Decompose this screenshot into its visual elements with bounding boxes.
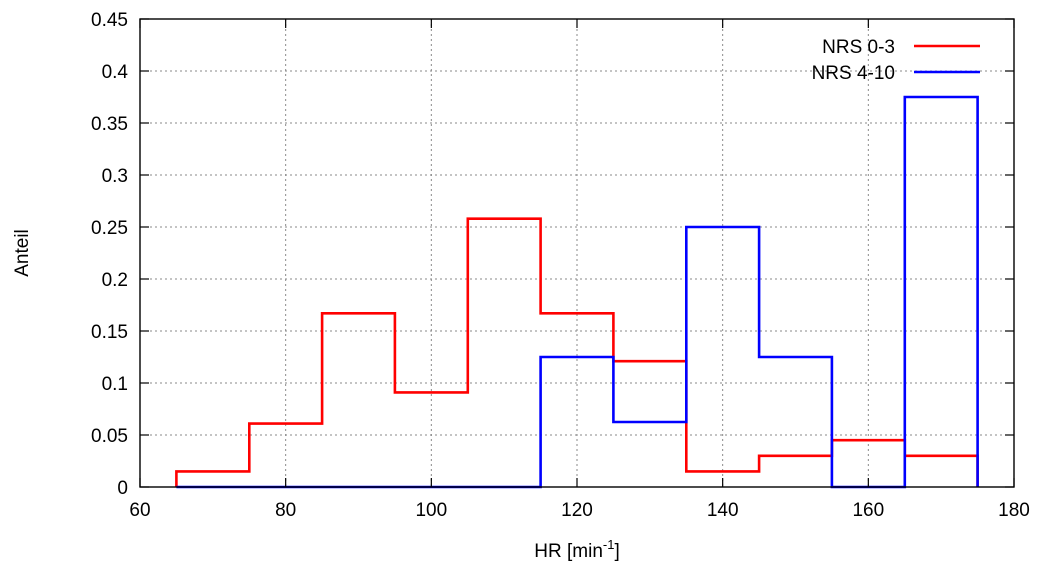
y-axis-label: Anteil (12, 229, 33, 277)
y-tick-label: 0.05 (91, 426, 128, 447)
x-axis-label-superscript: -1 (603, 537, 615, 552)
x-tick-label: 80 (275, 500, 296, 521)
x-tick-label: 120 (561, 500, 593, 521)
y-tick-label: 0.1 (102, 374, 128, 395)
grid-lines (140, 19, 1014, 487)
x-tick-label: 160 (852, 500, 884, 521)
axis-ticks (139, 18, 1015, 488)
x-axis-label: HR [min-1] (534, 537, 619, 562)
y-tick-label: 0.35 (91, 114, 128, 135)
series-line-1 (175, 217, 979, 487)
y-tick-label: 0.3 (102, 166, 128, 187)
y-tick-labels: 0 0.05 0.1 0.15 0.2 0.25 0.3 0.35 0.4 0.45 (91, 10, 128, 499)
y-tick-label: 0.2 (102, 270, 128, 291)
legend: NRS 0-3 NRS 4-10 (812, 37, 980, 84)
x-tick-label: 140 (707, 500, 739, 521)
legend-label: NRS 0-3 (822, 37, 895, 58)
x-axis-label-main: HR [min (534, 541, 603, 562)
y-tick-label: 0.15 (91, 322, 128, 343)
x-tick-label: 100 (415, 500, 447, 521)
x-tick-label: 60 (129, 500, 150, 521)
legend-label: NRS 4-10 (812, 63, 895, 84)
x-tick-label: 180 (998, 500, 1030, 521)
y-tick-label: 0 (117, 478, 128, 499)
x-tick-labels: 60 80 100 120 140 160 180 (129, 500, 1029, 521)
y-tick-label: 0.45 (91, 10, 128, 31)
x-axis-label-suffix: ] (614, 541, 619, 562)
y-tick-label: 0.25 (91, 218, 128, 239)
y-tick-label: 0.4 (102, 62, 129, 83)
